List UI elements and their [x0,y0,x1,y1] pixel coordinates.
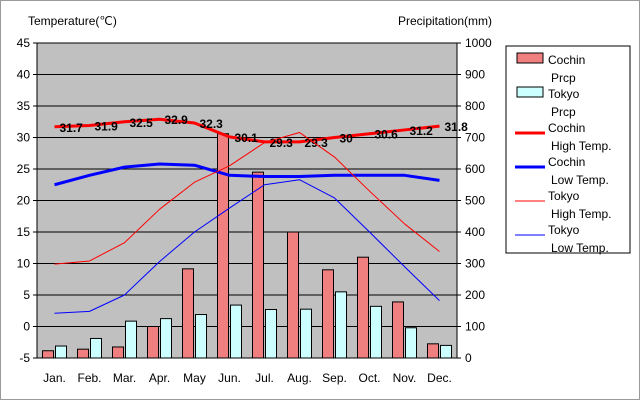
x-tick-label: Nov. [393,371,417,385]
legend-label: Cochin [548,155,585,169]
x-tick-label: Oct. [358,371,380,385]
data-label: 31.7 [60,121,84,135]
legend-label: Tokyo [548,87,580,101]
legend-label: High Temp. [551,139,611,153]
left-tick-label: 5 [23,288,30,302]
x-tick-label: Dec. [427,371,452,385]
left-tick-label: 15 [17,225,31,239]
bar [440,344,452,359]
data-label: 30.6 [375,128,399,142]
data-label: 32.3 [200,117,224,131]
bar [195,314,207,359]
x-tick-label: Mar. [113,371,136,385]
right-tick-label: 1000 [465,36,492,50]
legend-label: Cochin [548,121,585,135]
legend-label: High Temp. [551,207,611,221]
x-tick-label: May [183,371,206,385]
x-tick-label: Sep. [322,371,347,385]
right-tick-label: 800 [465,99,485,113]
data-label: 29.3 [305,136,329,150]
bar [77,348,89,359]
legend-label: Cochin [548,53,585,67]
legend-label: Tokyo [548,189,580,203]
bar [90,337,102,359]
legend-label: Low Temp. [551,241,609,255]
bar [42,350,54,359]
legend-label: Prcp [551,71,576,85]
legend-swatch [516,52,544,64]
left-tick-label: 35 [17,99,31,113]
right-tick-label: 900 [465,68,485,82]
right-tick-label: 700 [465,131,485,145]
left-axis-title: Temperature(℃) [28,14,117,28]
left-tick-label: 45 [17,36,31,50]
x-tick-label: Jul. [255,371,274,385]
x-tick-label: Apr. [149,371,170,385]
bar [370,305,382,359]
bar [357,256,369,359]
bar [182,268,194,359]
bar [392,301,404,359]
bar [322,269,334,359]
legend: Cochin Prcp Tokyo Prcp Cochin High Temp. Cochi… [505,45,631,255]
bar [125,320,137,359]
bar [287,231,299,359]
bar [55,345,67,359]
legend-box [505,45,631,254]
legend-swatch [516,86,544,98]
right-axis-title: Precipitation(mm) [398,14,492,28]
legend-label: Low Temp. [551,173,609,187]
data-label: 30.1 [235,131,259,145]
left-tick-label: 10 [17,257,31,271]
bar [405,327,417,359]
bar [300,308,312,359]
x-tick-label: Jan. [43,371,66,385]
data-label: 32.5 [130,116,154,130]
series-line [54,131,440,265]
data-label: 31.2 [410,124,434,138]
right-tick-label: 100 [465,320,485,334]
bar [335,291,347,359]
series-line [54,179,440,314]
right-tick-label: 0 [465,351,472,365]
data-label: 32.9 [165,113,189,127]
left-tick-label: 30 [17,131,31,145]
bar [112,346,124,359]
plot-area: -5 0 0 100 5 200 10 300 15 400 20 500 25 600 30 700 35 80… [17,36,492,385]
series-line [54,117,440,144]
bar [427,343,439,359]
left-tick-label: 25 [17,162,31,176]
legend-label: Tokyo [548,223,580,237]
right-tick-label: 400 [465,225,485,239]
series-line [54,162,440,187]
left-tick-label: 0 [23,320,30,334]
left-tick-label: 20 [17,194,31,208]
right-tick-label: 200 [465,288,485,302]
bar [252,171,264,359]
data-label: 30 [340,132,354,146]
right-tick-label: 500 [465,194,485,208]
bar [230,304,242,359]
data-label: 31.9 [95,120,119,134]
bar [265,308,277,359]
legend-label: Prcp [551,105,576,119]
left-tick-label: 40 [17,68,31,82]
x-tick-label: Aug. [287,371,312,385]
right-tick-label: 600 [465,162,485,176]
right-tick-label: 300 [465,257,485,271]
x-tick-label: Feb. [77,371,101,385]
left-tick-label: -5 [19,351,30,365]
bar [147,326,159,359]
bar [160,318,172,359]
x-tick-label: Jun. [218,371,241,385]
data-label: 31.8 [445,120,469,134]
